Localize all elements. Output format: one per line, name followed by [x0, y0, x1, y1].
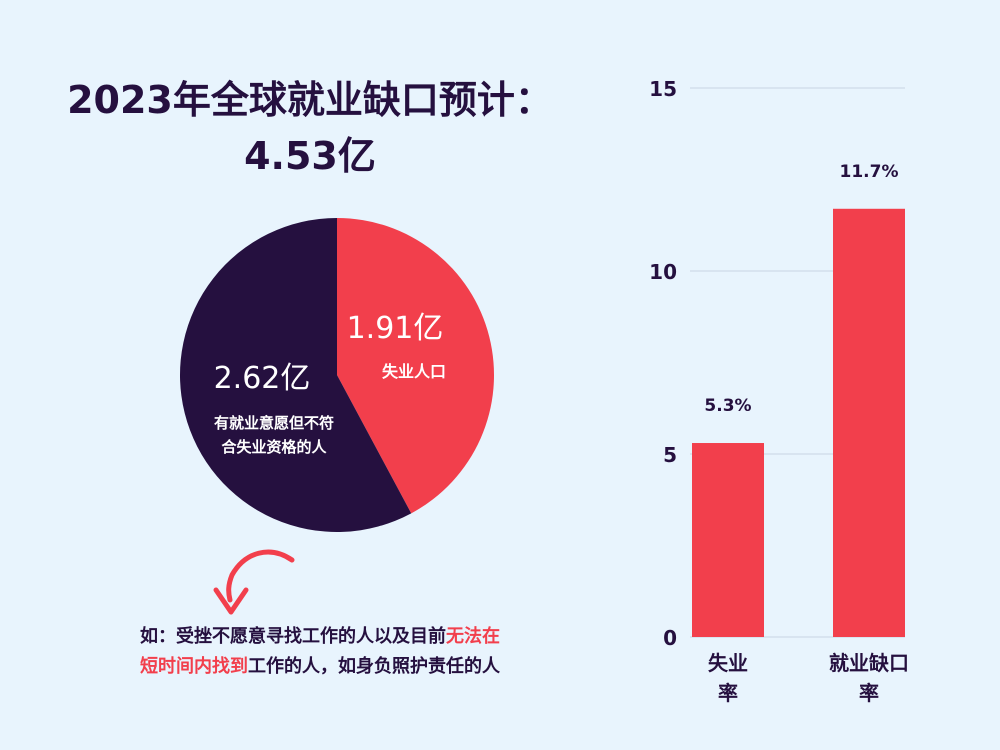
note-part-2: 工作的人，如身负照护责任的人 [248, 656, 500, 677]
category-label-1-line-1: 率 [859, 681, 879, 705]
category-label-0-line-0: 失业 [708, 651, 748, 675]
pie-category-label-1-line-1: 合失业资格的人 [220, 438, 327, 456]
y-tick-label-2: 10 [649, 260, 677, 284]
pie-slices [180, 218, 495, 532]
y-tick-label-0: 0 [663, 626, 677, 650]
page-title: 2023年全球就业缺口预计： 4.53亿 [40, 72, 580, 184]
y-tick-label-3: 15 [649, 77, 677, 101]
pie-value-label-1: 2.62亿 [214, 361, 311, 396]
y-tick-labels: 0 5 10 15 [649, 77, 677, 650]
category-label-1-line-0: 就业缺口 [829, 651, 909, 675]
title-line-1: 2023年全球就业缺口预计： [67, 78, 553, 122]
bar-1 [833, 208, 905, 637]
explanation-note: 如：受挫不愿意寻找工作的人以及目前无法在 短时间内找到工作的人，如身负照护责任的… [60, 622, 580, 682]
category-label-0-line-1: 率 [718, 681, 738, 705]
bar-0 [692, 443, 764, 637]
bar-data-labels: 5.3% 11.7% [704, 162, 898, 416]
bars [692, 208, 905, 637]
bar-data-label-0: 5.3% [704, 396, 751, 416]
bar-data-label-1: 11.7% [840, 162, 899, 182]
pie-slice-1 [180, 218, 412, 532]
note-highlight-1: 无法在 [446, 626, 500, 647]
note-part-1: 如：受挫不愿意寻找工作的人以及目前 [140, 626, 446, 647]
curved-arrow-icon [213, 549, 295, 615]
y-tick-label-1: 5 [663, 443, 677, 467]
pie-category-label-1-line-0: 有就业意愿但不符 [214, 414, 334, 432]
title-line-2: 4.53亿 [244, 134, 376, 178]
pie-value-label-0: 1.91亿 [347, 311, 444, 346]
pie-slice-0 [337, 218, 495, 514]
pie-category-label-0: 失业人口 [382, 362, 446, 381]
note-highlight-2: 短时间内找到 [140, 656, 248, 677]
